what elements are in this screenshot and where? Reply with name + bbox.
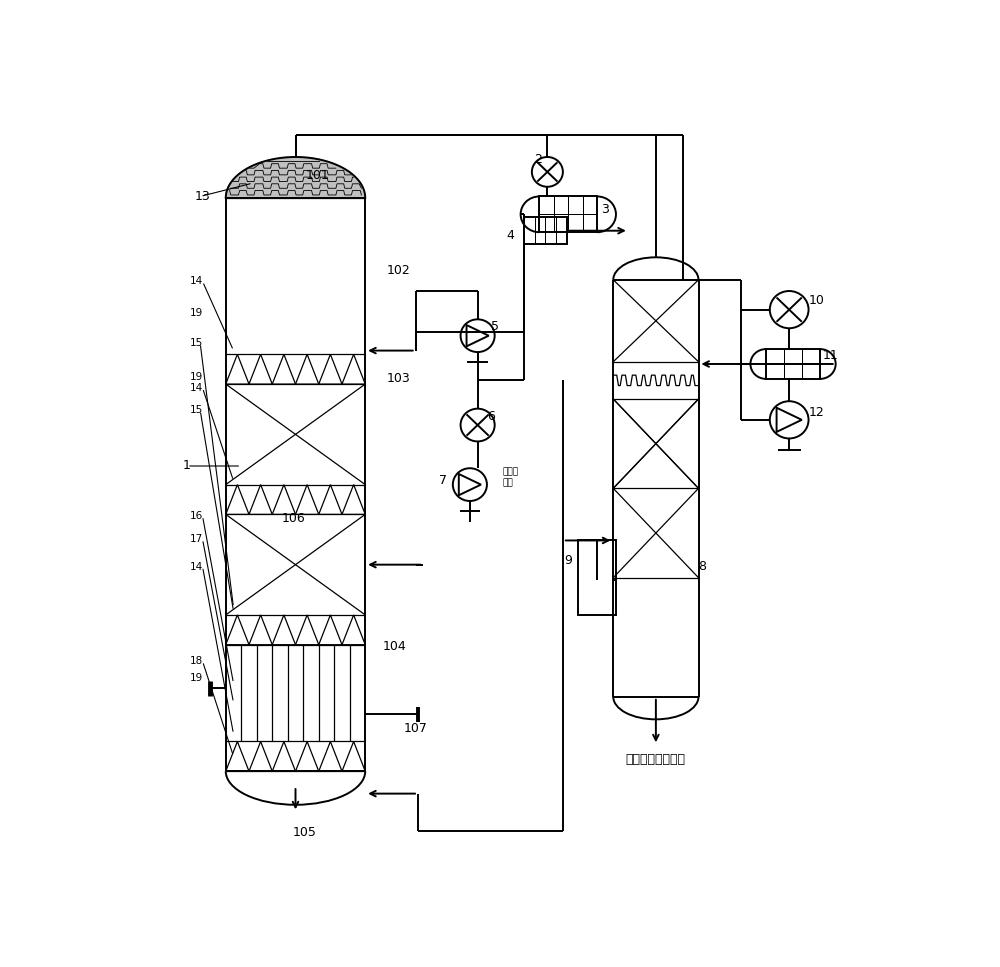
Text: 18: 18 — [190, 656, 203, 666]
Text: 1: 1 — [183, 459, 191, 473]
Text: 103: 103 — [387, 371, 410, 385]
Text: 10: 10 — [808, 294, 824, 308]
Text: 105: 105 — [293, 826, 317, 838]
Text: 107: 107 — [404, 721, 428, 735]
Bar — [578, 541, 616, 615]
Text: 15: 15 — [190, 405, 203, 415]
Text: 19: 19 — [190, 673, 203, 684]
Text: 12: 12 — [808, 406, 824, 419]
Text: 19: 19 — [190, 371, 203, 382]
Bar — [524, 218, 567, 244]
Text: 102: 102 — [387, 264, 410, 277]
Text: 11: 11 — [822, 349, 838, 363]
Text: 17: 17 — [190, 534, 203, 544]
Text: 104: 104 — [383, 640, 407, 654]
Text: 19: 19 — [190, 308, 203, 318]
Text: 脫水劑
原料: 脫水劑 原料 — [502, 467, 519, 486]
Text: 8: 8 — [698, 560, 706, 573]
Bar — [539, 196, 597, 232]
Text: 13: 13 — [195, 190, 210, 203]
Text: 6: 6 — [487, 410, 495, 423]
Text: 4: 4 — [506, 228, 514, 242]
Text: 16: 16 — [190, 511, 203, 521]
Bar — [766, 349, 820, 379]
Polygon shape — [226, 157, 365, 198]
Text: 7: 7 — [439, 475, 447, 487]
Text: 5: 5 — [491, 319, 499, 333]
Text: 3: 3 — [602, 203, 609, 216]
Text: 101: 101 — [305, 169, 329, 182]
Text: 14: 14 — [190, 277, 203, 286]
Text: 14: 14 — [190, 562, 203, 571]
Text: 106: 106 — [282, 513, 306, 525]
Text: 9: 9 — [564, 554, 572, 567]
Text: 2: 2 — [534, 153, 542, 165]
Text: 成品（三聚甲醛）: 成品（三聚甲醛） — [626, 752, 686, 766]
Text: 14: 14 — [190, 383, 203, 393]
Text: 15: 15 — [190, 338, 203, 348]
